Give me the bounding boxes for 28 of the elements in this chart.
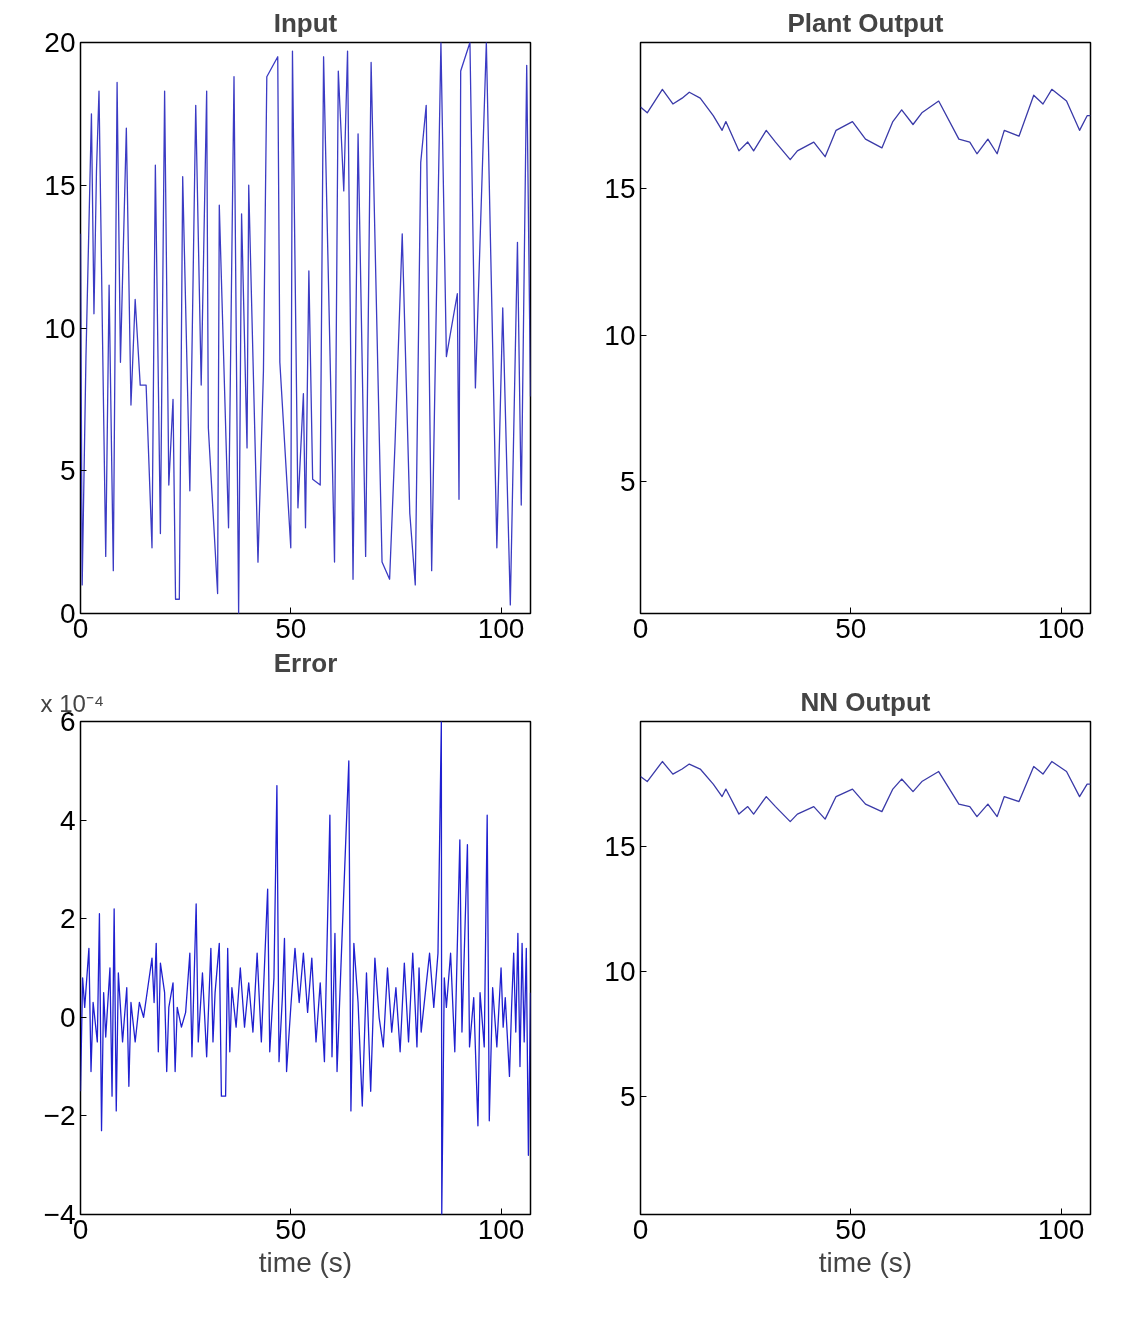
x-tick-label: 100 [1037,612,1085,644]
y-tick-label: −2 [43,1100,76,1132]
chart-title: Plant Output [787,7,944,38]
x-tick-label: 50 [275,612,307,644]
y-tick-label: 4 [59,804,76,836]
x-axis-title: time (s) [258,1246,353,1278]
y-tick-label: 0 [59,1001,76,1033]
chart-title: Input [273,7,338,38]
y-tick-label: 15 [44,169,76,201]
x-tick-label: 50 [835,1213,867,1245]
chart-title: Error [273,647,338,678]
y-tick-label: 5 [59,455,76,487]
x-tick-label: 100 [1037,1213,1085,1245]
x-axis-title: time (s) [818,1246,913,1278]
chart-title: NN Output [800,686,931,717]
y-tick-label: 10 [604,956,636,988]
y-tick-label: 20 [44,27,76,58]
y-tick-label: 15 [604,173,636,205]
x-tick-label: 100 [477,1213,525,1245]
y-tick-label: 5 [619,466,636,498]
y-tick-label: 2 [59,903,76,935]
y-tick-label: 10 [44,312,76,344]
x-tick-label: 50 [835,612,867,644]
y-tick-label: 5 [619,1081,636,1113]
x-tick-label: 50 [275,1213,307,1245]
y-tick-label: 15 [604,831,636,863]
y-tick-label: 10 [604,319,636,351]
x-tick-label: 100 [477,612,525,644]
